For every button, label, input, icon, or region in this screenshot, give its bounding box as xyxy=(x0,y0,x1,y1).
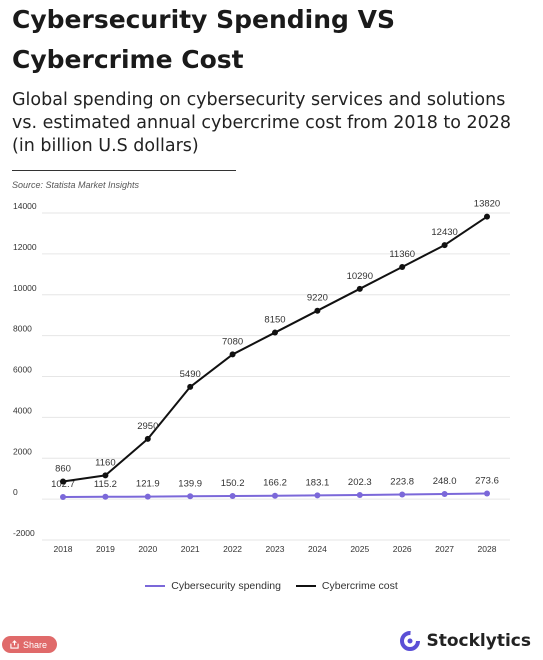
y-tick-label: 2000 xyxy=(13,446,32,456)
brand[interactable]: Stocklytics xyxy=(399,630,532,652)
data-label: 12430 xyxy=(431,227,457,238)
y-tick-label: 10000 xyxy=(13,283,37,293)
data-point xyxy=(187,493,194,500)
data-label: 121.9 xyxy=(136,479,160,490)
data-point xyxy=(399,263,406,270)
stocklytics-logo-icon xyxy=(399,631,420,651)
legend-label-spending: Cybersecurity spending xyxy=(171,580,281,592)
data-label: 860 xyxy=(55,464,71,475)
x-tick-label: 2026 xyxy=(393,544,412,554)
x-tick-label: 2021 xyxy=(181,544,200,554)
y-tick-label: -2000 xyxy=(13,528,35,538)
page-title: Cybersecurity Spending VS Cybercrime Cos… xyxy=(12,5,395,74)
data-point xyxy=(314,307,321,314)
data-label: 8150 xyxy=(264,315,285,326)
x-tick-label: 2020 xyxy=(138,544,157,554)
x-tick-label: 2023 xyxy=(266,544,285,554)
data-label: 202.3 xyxy=(348,477,372,488)
legend-item-cybercrime[interactable]: Cybercrime cost xyxy=(295,580,398,592)
data-label: 9220 xyxy=(307,293,328,304)
data-point xyxy=(102,493,109,500)
data-label: 273.6 xyxy=(475,476,499,487)
data-label: 139.9 xyxy=(178,478,202,489)
data-point xyxy=(314,492,321,499)
x-tick-label: 2018 xyxy=(54,544,73,554)
source-note: Source: Statista Market Insights xyxy=(12,180,140,190)
data-label: 2950 xyxy=(137,421,158,432)
legend-swatch-cybercrime xyxy=(295,585,316,587)
y-tick-label: 8000 xyxy=(13,324,32,334)
data-point xyxy=(272,492,278,499)
x-tick-label: 2025 xyxy=(350,544,369,554)
data-point xyxy=(229,351,236,358)
y-tick-label: 4000 xyxy=(13,405,32,415)
data-point xyxy=(60,494,66,501)
legend-label-cybercrime: Cybercrime cost xyxy=(321,580,398,592)
series-line xyxy=(62,215,488,483)
data-point xyxy=(484,213,490,220)
data-label: 5490 xyxy=(180,369,201,380)
data-label: 11360 xyxy=(389,249,415,260)
data-label: 115.2 xyxy=(94,479,117,490)
line-chart: 14000 12000 10000 8000 6000 4000 2000 0 -2000 201… xyxy=(13,199,510,554)
data-point xyxy=(399,491,406,498)
x-tick-label: 2028 xyxy=(478,544,497,554)
x-tick-label: 2027 xyxy=(435,544,454,554)
x-tick-label: 2022 xyxy=(223,544,242,554)
y-tick-label: 14000 xyxy=(13,201,37,211)
data-point xyxy=(272,329,278,336)
data-label: 166.2 xyxy=(263,478,287,489)
data-point xyxy=(484,490,490,497)
chart-subtitle: Global spending on cybersecurity service… xyxy=(12,90,512,156)
x-tick-label: 2024 xyxy=(308,544,327,554)
y-tick-label: 6000 xyxy=(13,365,32,375)
share-label: Share xyxy=(23,639,48,650)
data-point xyxy=(441,491,448,498)
x-tick-label: 2019 xyxy=(96,544,115,554)
chart-legend: Cybersecurity spending Cybercrime cost xyxy=(0,578,543,592)
y-tick-label: 0 xyxy=(13,487,18,497)
divider xyxy=(12,170,236,171)
data-point xyxy=(356,285,363,292)
data-point xyxy=(356,491,363,498)
data-point xyxy=(144,435,151,442)
data-label: 150.2 xyxy=(221,478,245,489)
data-point xyxy=(229,493,236,500)
data-label: 7080 xyxy=(222,336,243,347)
legend-swatch-spending xyxy=(145,585,166,587)
y-tick-label: 12000 xyxy=(13,242,37,252)
data-point xyxy=(60,478,66,485)
legend-item-spending[interactable]: Cybersecurity spending xyxy=(145,580,281,592)
share-button[interactable]: Share xyxy=(2,636,58,653)
data-label: 13820 xyxy=(474,199,500,210)
data-point xyxy=(144,493,151,500)
data-point xyxy=(187,383,194,390)
data-point xyxy=(102,472,109,479)
share-icon xyxy=(10,640,19,649)
data-label: 1160 xyxy=(95,457,115,468)
data-label: 183.1 xyxy=(306,477,330,488)
data-point xyxy=(441,242,448,249)
data-label: 248.0 xyxy=(433,476,457,487)
data-label: 10290 xyxy=(347,271,373,282)
data-label: 223.8 xyxy=(390,477,414,488)
brand-name: Stocklytics xyxy=(426,631,532,651)
